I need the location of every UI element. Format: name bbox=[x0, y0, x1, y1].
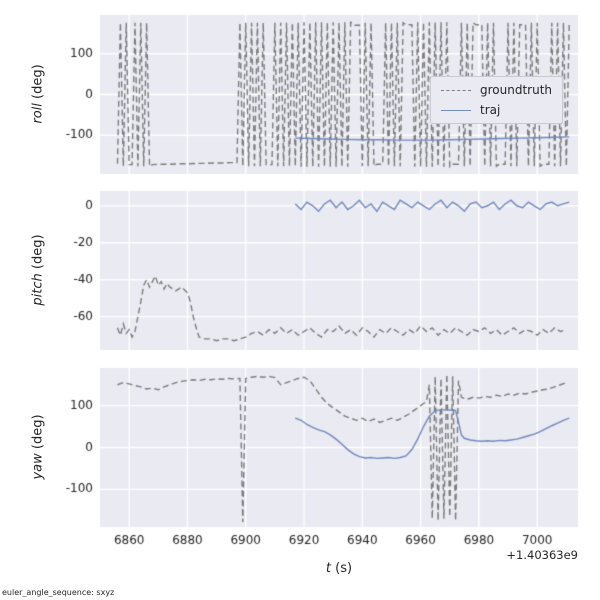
time-axis-label: t (s) bbox=[325, 561, 353, 576]
pitch-axis-label: pitch (deg) bbox=[30, 234, 46, 306]
legend-label-groundtruth: groundtruth bbox=[480, 83, 553, 97]
x-axis-offset-text: +1.40363e9 bbox=[506, 548, 578, 562]
yaw-axis-label: yaw (deg) bbox=[30, 414, 46, 480]
euler-sequence-footnote: euler_angle_sequence: sxyz bbox=[2, 588, 115, 597]
legend-entry-groundtruth: groundtruth bbox=[441, 83, 552, 97]
legend-entry-traj: traj bbox=[441, 103, 552, 117]
traj-line-sample bbox=[441, 109, 471, 111]
groundtruth-line-sample bbox=[441, 89, 471, 91]
roll-axis-label: roll (deg) bbox=[30, 64, 46, 124]
legend-label-traj: traj bbox=[480, 103, 501, 117]
legend: groundtruth traj bbox=[430, 76, 564, 124]
